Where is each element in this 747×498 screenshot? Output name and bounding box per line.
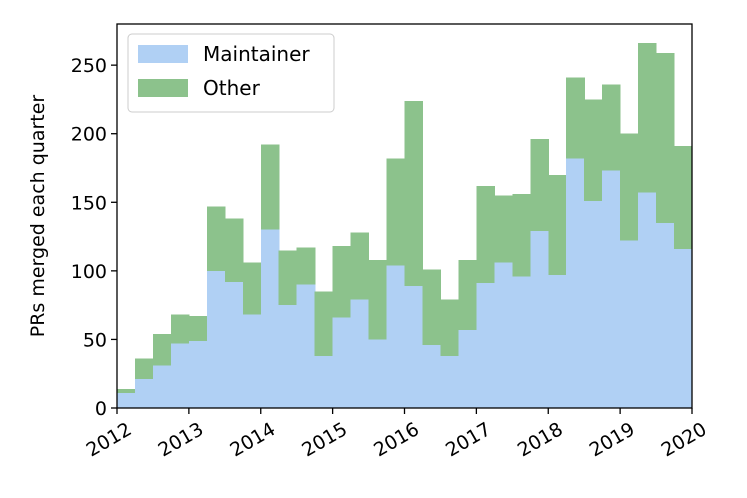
y-axis: 0 50 100 150 200 250 — [71, 55, 117, 420]
chart-bars — [117, 43, 693, 408]
y-tick-label-50: 50 — [83, 329, 107, 351]
legend-label-other: Other — [203, 76, 261, 100]
bar-other-2014Q1 — [260, 144, 280, 230]
bar-maintainer-2017Q1 — [476, 283, 495, 408]
x-tick-label-2018: 2018 — [514, 418, 567, 461]
bar-other-2013Q2 — [206, 206, 226, 271]
bar-other-2019Q3 — [656, 52, 675, 223]
bar-maintainer-2019Q3 — [656, 222, 675, 408]
bar-other-2018Q3 — [584, 99, 603, 201]
bar-other-2019Q4 — [674, 146, 693, 249]
x-axis: 2012 2013 2014 2015 2016 2017 2018 2019 2020 — [83, 408, 711, 462]
bar-maintainer-2014Q1 — [260, 229, 280, 408]
bar-other-2015Q3 — [368, 259, 388, 340]
bar-other-2019Q1 — [620, 133, 639, 241]
bar-other-2012Q3 — [152, 333, 172, 366]
bar-maintainer-2018Q3 — [584, 200, 603, 408]
bar-maintainer-2013Q2 — [206, 270, 226, 408]
legend-label-maintainer: Maintainer — [203, 42, 310, 66]
bar-maintainer-2016Q1 — [404, 285, 424, 408]
bar-maintainer-2013Q1 — [188, 340, 208, 408]
legend-swatch-other — [138, 79, 188, 97]
bar-other-2017Q4 — [530, 139, 549, 232]
x-tick-label-2013: 2013 — [154, 418, 207, 461]
bar-maintainer-2015Q1 — [332, 317, 352, 408]
bar-maintainer-2017Q2 — [494, 262, 513, 408]
bar-other-2016Q2 — [422, 269, 442, 345]
bar-maintainer-2012Q3 — [152, 365, 172, 408]
bar-maintainer-2018Q2 — [566, 158, 585, 408]
bar-maintainer-2017Q3 — [512, 276, 531, 408]
x-tick-label-2020: 2020 — [658, 418, 711, 461]
x-tick-label-2017: 2017 — [442, 418, 495, 461]
bar-other-2012Q1 — [117, 388, 136, 393]
x-tick-label-2016: 2016 — [370, 418, 423, 461]
legend: Maintainer Other — [127, 33, 335, 113]
y-tick-label-250: 250 — [71, 55, 107, 77]
bar-maintainer-2015Q4 — [386, 265, 406, 408]
bar-other-2014Q3 — [296, 247, 316, 285]
bar-maintainer-2016Q2 — [422, 344, 442, 408]
bar-other-2018Q2 — [566, 77, 585, 159]
bar-maintainer-2012Q2 — [134, 379, 154, 408]
bar-maintainer-2014Q3 — [296, 284, 316, 408]
bar-other-2017Q2 — [494, 195, 513, 263]
bar-other-2013Q1 — [188, 316, 208, 341]
x-tick-label-2012: 2012 — [83, 418, 136, 461]
bar-maintainer-2012Q1 — [117, 392, 136, 408]
bar-other-2016Q3 — [440, 299, 460, 356]
bar-maintainer-2019Q4 — [674, 248, 693, 408]
y-axis-label: PRs merged each quarter — [27, 95, 49, 338]
bar-maintainer-2019Q1 — [620, 240, 639, 408]
y-tick-label-200: 200 — [71, 124, 107, 146]
bar-other-2014Q2 — [278, 250, 298, 306]
bar-other-2015Q1 — [332, 246, 352, 318]
bar-other-2014Q4 — [314, 291, 334, 356]
bar-maintainer-2017Q4 — [530, 231, 549, 408]
legend-swatch-maintainer — [138, 45, 188, 63]
bar-maintainer-2019Q2 — [638, 192, 657, 408]
bar-maintainer-2012Q4 — [170, 343, 190, 408]
bar-other-2017Q1 — [476, 185, 495, 284]
bar-maintainer-2015Q2 — [350, 299, 370, 408]
bar-maintainer-2015Q3 — [368, 339, 388, 408]
bar-other-2017Q3 — [512, 194, 531, 277]
bar-other-2019Q2 — [638, 43, 657, 193]
bar-maintainer-2014Q4 — [314, 355, 334, 408]
bar-other-2018Q1 — [548, 174, 567, 275]
y-tick-label-0: 0 — [95, 398, 107, 420]
bar-maintainer-2018Q4 — [602, 170, 621, 408]
x-tick-label-2019: 2019 — [586, 418, 639, 461]
y-tick-label-150: 150 — [71, 192, 107, 214]
bar-maintainer-2018Q1 — [548, 274, 567, 408]
bar-other-2013Q3 — [224, 218, 244, 282]
bar-other-2012Q4 — [170, 314, 190, 344]
bar-maintainer-2016Q4 — [458, 329, 477, 408]
bar-maintainer-2013Q4 — [242, 314, 262, 408]
bar-maintainer-2016Q3 — [440, 355, 460, 408]
y-tick-label-100: 100 — [71, 261, 107, 283]
x-tick-label-2015: 2015 — [298, 418, 351, 461]
x-tick-label-2014: 2014 — [226, 418, 279, 461]
bar-other-2016Q1 — [404, 100, 424, 286]
bar-maintainer-2014Q2 — [278, 305, 298, 408]
bar-maintainer-2013Q3 — [224, 281, 244, 408]
bar-other-2015Q2 — [350, 232, 370, 300]
bar-other-2018Q4 — [602, 84, 621, 171]
bar-other-2012Q2 — [134, 358, 154, 380]
bar-other-2013Q4 — [242, 262, 262, 315]
bar-other-2015Q4 — [386, 158, 406, 266]
bar-other-2016Q4 — [458, 259, 477, 330]
